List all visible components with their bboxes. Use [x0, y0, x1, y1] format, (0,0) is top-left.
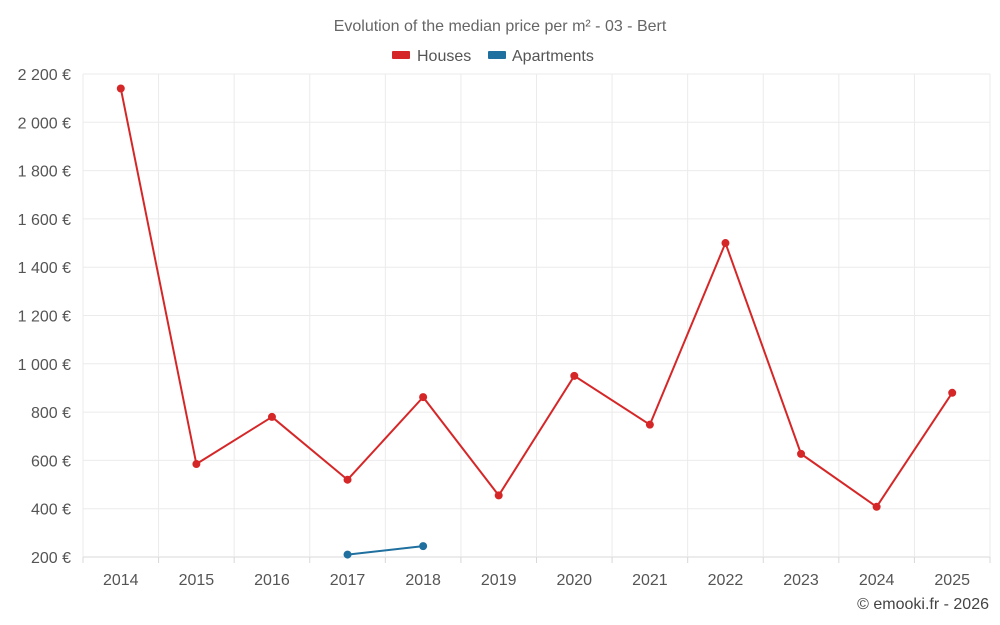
- data-point-houses[interactable]: [343, 475, 352, 484]
- x-axis-ticks: 2014 2015 2016 2017 2018 2019 2020 2021 2022 2023…: [103, 572, 970, 589]
- data-point-houses[interactable]: [192, 460, 201, 469]
- y-tick-label: 200 €: [31, 550, 71, 567]
- x-tick-label: 2018: [405, 572, 441, 589]
- x-tick-label: 2020: [556, 572, 592, 589]
- x-tick-label: 2019: [481, 572, 517, 589]
- data-point-houses[interactable]: [872, 502, 881, 511]
- series-lines: [116, 84, 957, 559]
- credit-text: © emooki.fr - 2026: [857, 596, 989, 613]
- y-tick-label: 1 000 €: [18, 357, 71, 374]
- y-tick-label: 2 200 €: [18, 67, 71, 84]
- legend-swatch-apartments: [488, 51, 506, 59]
- grid: [82, 73, 991, 563]
- x-tick-label: 2024: [859, 572, 895, 589]
- data-point-houses[interactable]: [116, 84, 125, 93]
- y-tick-label: 1 200 €: [18, 309, 71, 326]
- data-point-houses[interactable]: [721, 239, 730, 248]
- x-tick-label: 2015: [179, 572, 215, 589]
- x-tick-label: 2016: [254, 572, 290, 589]
- x-tick-label: 2025: [934, 572, 970, 589]
- legend-label-apartments[interactable]: Apartments: [512, 48, 594, 65]
- y-tick-label: 600 €: [31, 453, 71, 470]
- data-point-apartments[interactable]: [419, 542, 428, 551]
- series-line-houses: [119, 88, 954, 508]
- y-tick-label: 1 400 €: [18, 260, 71, 277]
- y-tick-label: 1 800 €: [18, 164, 71, 181]
- y-tick-label: 400 €: [31, 502, 71, 519]
- data-point-apartments[interactable]: [343, 550, 352, 559]
- legend-swatch-houses: [392, 51, 410, 59]
- series-line-apartments: [347, 545, 424, 556]
- y-axis-ticks: 200 € 400 € 600 € 800 € 1 000 € 1 200 € 1 400 …: [18, 67, 71, 567]
- data-point-houses[interactable]: [494, 491, 503, 500]
- x-tick-label: 2021: [632, 572, 668, 589]
- data-point-houses[interactable]: [419, 393, 428, 402]
- y-tick-label: 1 600 €: [18, 212, 71, 229]
- legend: Houses Apartments: [392, 48, 594, 65]
- x-tick-label: 2023: [783, 572, 819, 589]
- y-tick-label: 800 €: [31, 405, 71, 422]
- x-tick-label: 2014: [103, 572, 139, 589]
- series-houses: [116, 84, 957, 511]
- chart-title: Evolution of the median price per m² - 0…: [334, 18, 667, 35]
- y-tick-label: 2 000 €: [18, 115, 71, 132]
- data-point-houses[interactable]: [797, 449, 806, 458]
- legend-label-houses[interactable]: Houses: [417, 48, 471, 65]
- x-tick-label: 2017: [330, 572, 366, 589]
- data-point-houses[interactable]: [570, 371, 579, 380]
- x-tick-label: 2022: [708, 572, 744, 589]
- series-apartments: [343, 542, 428, 559]
- data-point-houses[interactable]: [267, 412, 276, 421]
- data-point-houses[interactable]: [948, 388, 957, 397]
- data-point-houses[interactable]: [645, 420, 654, 429]
